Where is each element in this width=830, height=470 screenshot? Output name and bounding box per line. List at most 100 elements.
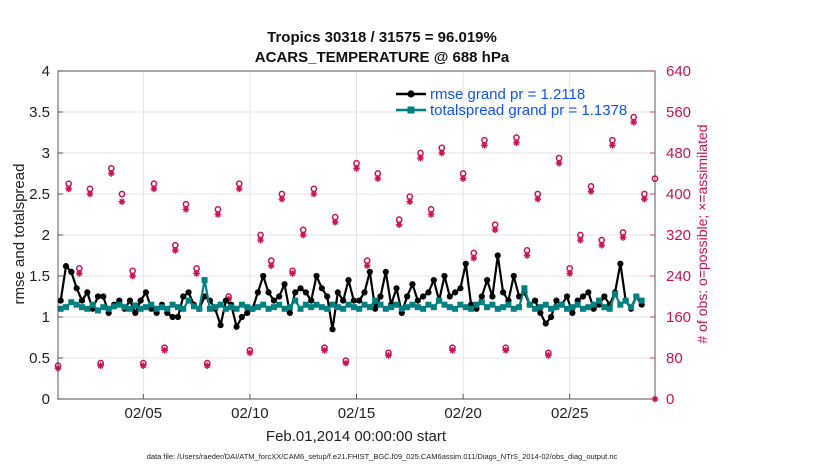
obs-assimilated-stroke	[151, 186, 157, 192]
obs-assimilated-stroke	[215, 211, 221, 218]
obs-assimilated-point	[76, 270, 83, 277]
totalspread-point	[361, 301, 368, 308]
obs-assimilated-point	[193, 270, 200, 277]
rmse-point	[244, 309, 251, 316]
totalspread-point	[468, 305, 475, 312]
obs-assimilated-point	[545, 352, 552, 359]
x-tick-label: 02/15	[338, 405, 376, 422]
obs-assimilated-point	[235, 185, 243, 193]
totalspread-point	[500, 304, 507, 311]
totalspread-point	[137, 305, 144, 312]
rmse-point	[356, 297, 363, 304]
obs-assimilated-stroke	[183, 206, 189, 213]
legend: rmse grand pr = 1.2118 totalspread grand…	[396, 86, 627, 119]
right-axis-label: # of obs: o=possible; ×=assimilated	[694, 124, 710, 343]
obs-assimilated-point	[97, 362, 104, 369]
totalspread-point	[436, 297, 443, 304]
totalspread-point	[516, 304, 523, 311]
obs-assimilated-point	[246, 349, 254, 357]
right-axis: 0 80 160 240 320 400 480 560 640	[650, 63, 691, 408]
totalspread-point	[78, 304, 85, 311]
totalspread-point	[254, 304, 261, 311]
rmse-point	[489, 293, 496, 300]
rmse-point	[553, 297, 560, 304]
totalspread-point	[622, 297, 629, 304]
obs-assimilated-stroke	[609, 142, 616, 149]
rmse-point	[78, 297, 86, 304]
obs-assimilated-point	[566, 270, 574, 277]
totalspread-point	[366, 304, 373, 311]
rmse-point	[313, 272, 320, 280]
rmse-point	[286, 309, 293, 316]
rmse-point	[340, 297, 347, 304]
rmse-point	[329, 326, 336, 333]
x-axis: 02/05 02/10 02/15 02/20 02/25	[125, 394, 589, 422]
right-tick-label: 0	[666, 391, 674, 408]
obs-assimilated-point	[353, 165, 360, 172]
left-tick-label: 3	[42, 145, 50, 162]
rmse-point	[68, 268, 75, 275]
rmse-point	[446, 293, 453, 300]
rmse-point	[361, 289, 368, 296]
totalspread-point	[628, 304, 635, 311]
obs-assimilated-stroke	[502, 347, 509, 354]
obs-assimilated-point	[395, 221, 403, 229]
x-tick-label: 02/25	[551, 405, 589, 422]
rmse-point	[462, 260, 469, 267]
obs-assimilated-stroke	[364, 262, 370, 269]
totalspread-point	[414, 304, 421, 311]
totalspread-point	[345, 301, 352, 308]
totalspread-point	[446, 304, 453, 311]
obs-assimilated-stroke	[108, 170, 115, 177]
obs-assimilated-point	[150, 185, 158, 193]
totalspread-point	[302, 301, 309, 308]
totalspread-point	[222, 305, 229, 312]
obs-assimilated-point	[609, 142, 616, 149]
right-tick-label: 640	[666, 63, 691, 80]
rmse-point	[334, 289, 341, 296]
totalspread-point	[462, 304, 469, 311]
totalspread-point	[494, 305, 501, 312]
obs-assimilated-point	[481, 142, 488, 149]
totalspread-point	[110, 303, 117, 310]
rmse-point	[452, 289, 459, 296]
totalspread-point	[585, 304, 592, 311]
totalspread-point	[281, 305, 288, 312]
totalspread-point	[148, 301, 155, 308]
rmse-point	[382, 268, 389, 275]
rmse-point	[142, 289, 150, 296]
obs-possible-point	[118, 190, 126, 198]
rmse-point	[414, 297, 421, 304]
totalspread-point	[377, 301, 384, 308]
totalspread-point	[265, 305, 272, 312]
obs-assimilated-point	[257, 236, 264, 244]
totalspread-point	[313, 301, 320, 308]
rmse-point	[292, 289, 299, 296]
totalspread-point	[318, 304, 325, 311]
totalspread-point	[356, 305, 363, 312]
totalspread-point	[324, 305, 331, 312]
obs-assimilated-stroke	[534, 196, 541, 202]
totalspread-point	[249, 305, 256, 312]
rmse-point	[377, 293, 384, 300]
totalspread-point	[564, 305, 571, 312]
obs-assimilated-point	[321, 347, 328, 354]
totalspread-point	[404, 304, 411, 311]
obs-assimilated-point	[278, 195, 286, 203]
obs-assimilated-stroke	[332, 219, 338, 225]
rmse-point	[84, 289, 91, 296]
rmse-point	[57, 297, 64, 304]
totalspread-point	[238, 301, 245, 308]
obs-assimilated-stroke	[204, 362, 211, 369]
obs-assimilated-point	[139, 362, 147, 369]
rmse-point	[201, 293, 208, 300]
obs-assimilated-stroke	[556, 160, 562, 167]
obs-assimilated-point	[470, 254, 478, 262]
rmse-point	[537, 309, 544, 316]
totalspread-point	[217, 301, 224, 308]
totalspread-point	[206, 305, 213, 312]
rmse-point	[174, 313, 182, 321]
rmse-point	[409, 281, 416, 288]
totalspread-point	[297, 305, 304, 312]
totalspread-point	[286, 304, 293, 311]
